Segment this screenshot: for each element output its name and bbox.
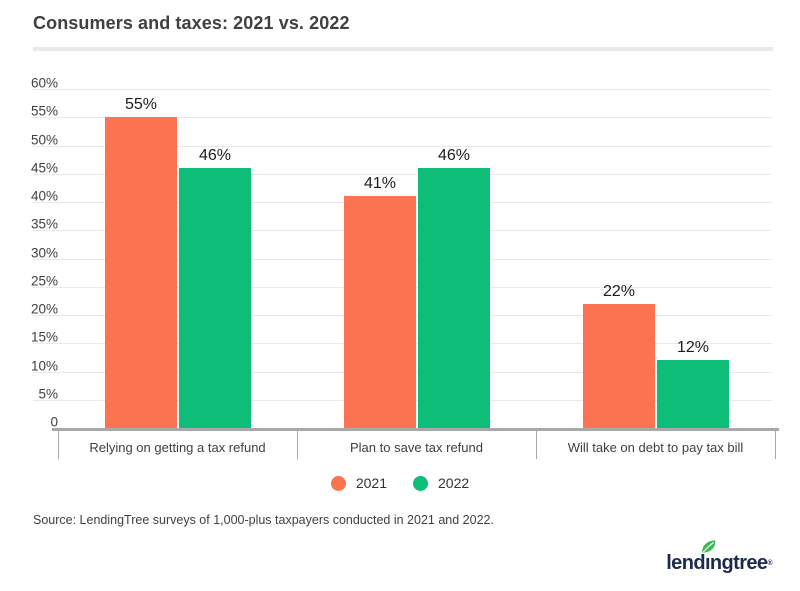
bar-2022-3	[657, 360, 729, 428]
category-label: Will take on debt to pay tax bill	[567, 439, 744, 455]
bar-value-2022-1: 46%	[198, 147, 232, 164]
source-note: Source: LendingTree surveys of 1,000-plu…	[33, 513, 494, 527]
gridline-55%	[33, 117, 772, 118]
gridline-50%	[33, 146, 772, 147]
gridline-60%	[33, 89, 772, 90]
lendingtree-wordmark: lendı ngtree®	[666, 540, 773, 574]
title-divider	[33, 47, 773, 51]
chart-plot: 0 5% 10% 15% 20% 25% 30% 35% 40% 45% 50% 55% 60% Rely…	[30, 75, 779, 459]
legend-label-2021: 2021	[355, 475, 387, 491]
category-label: Relying on getting a tax refund	[89, 439, 266, 455]
legend-item-2022: 2022	[413, 475, 469, 491]
y-tick-label-20%: 20%	[30, 301, 58, 317]
bar-2021-1	[105, 117, 177, 428]
chart-legend: 2021 2022	[0, 475, 800, 491]
bar-value-2022-3: 12%	[676, 339, 710, 356]
category-label: Plan to save tax refund	[350, 439, 483, 455]
bar-2022-1	[179, 168, 251, 428]
legend-dot-2022	[413, 475, 428, 491]
bar-2021-3	[583, 304, 655, 428]
y-tick-label-25%: 25%	[30, 273, 58, 289]
logo-text-part2: ngtree	[709, 552, 768, 574]
gridline-45%	[33, 174, 772, 175]
category-divider-1	[297, 428, 298, 459]
lendingtree-logo: lendı ngtree®	[666, 540, 773, 579]
chart-title: Consumers and taxes: 2021 vs. 2022	[33, 13, 350, 33]
category-divider-0	[58, 428, 59, 459]
y-tick-label-60%: 60%	[30, 75, 58, 91]
logo-dotless-i: ı	[704, 552, 711, 574]
legend-dot-2021	[330, 475, 346, 491]
y-tick-label-40%: 40%	[30, 188, 58, 204]
registered-mark: ®	[767, 560, 772, 567]
y-tick-label-35%: 35%	[30, 216, 58, 232]
bar-2021-2	[344, 196, 416, 428]
bar-2022-2	[418, 168, 490, 428]
y-tick-label-15%: 15%	[30, 329, 58, 345]
y-tick-label-55%: 55%	[30, 103, 58, 119]
legend-item-2021: 2021	[330, 475, 387, 491]
category-divider-2	[536, 428, 537, 459]
logo-letter-i: ı	[702, 540, 716, 574]
leaf-icon	[702, 540, 716, 553]
y-tick-label-10%: 10%	[30, 358, 58, 374]
y-tick-label-0: 0	[50, 414, 58, 430]
y-tick-label-5%: 5%	[38, 386, 58, 402]
y-tick-label-50%: 50%	[30, 132, 58, 148]
bar-value-2021-2: 41%	[363, 175, 397, 192]
bar-value-2022-2: 46%	[437, 147, 471, 164]
y-tick-label-45%: 45%	[30, 160, 58, 176]
y-tick-label-30%: 30%	[30, 245, 58, 261]
bar-value-2021-1: 55%	[124, 96, 158, 113]
legend-label-2022: 2022	[438, 475, 470, 491]
bar-value-2021-3: 22%	[602, 283, 636, 300]
logo-text-part1: lend	[666, 552, 705, 574]
category-divider-3	[775, 428, 776, 459]
x-axis-line	[52, 428, 779, 431]
